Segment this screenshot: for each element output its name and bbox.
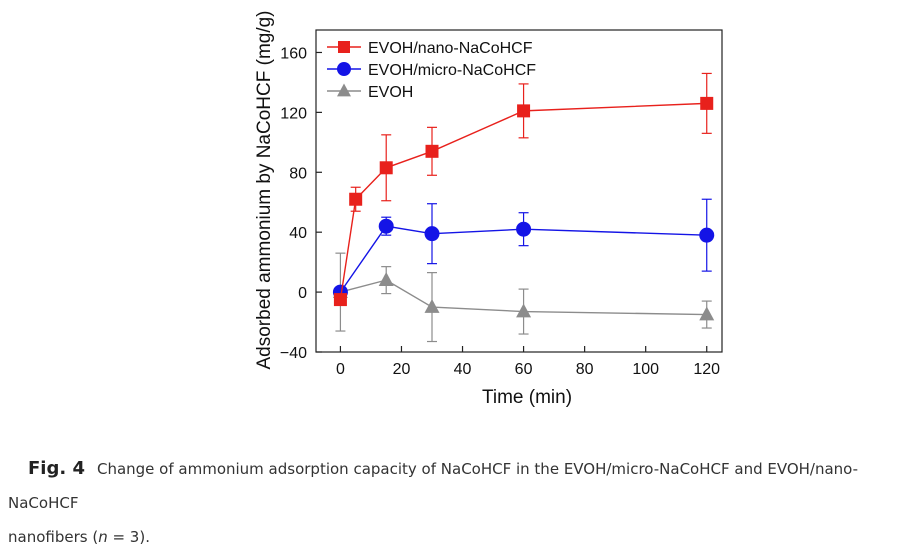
x-tick-label: 120 bbox=[693, 361, 720, 378]
figure-caption: Fig. 4 Change of ammonium adsorption capa… bbox=[8, 452, 908, 554]
series-circle bbox=[332, 198, 715, 300]
data-point bbox=[378, 272, 394, 286]
chart: 0 20 40 60 80 100 120 −40 0 40 80 120 160 EVOH/nano-… bbox=[254, 10, 723, 408]
series-line bbox=[339, 102, 707, 300]
series-square bbox=[333, 72, 714, 307]
y-tick-label: 160 bbox=[280, 45, 307, 62]
data-point bbox=[424, 299, 440, 313]
caption-line2: nanofibers (n = 3). bbox=[8, 520, 908, 554]
data-point bbox=[517, 104, 531, 118]
x-tick-label: 80 bbox=[576, 361, 594, 378]
y-tick-label: 0 bbox=[298, 285, 307, 302]
y-tick-label: −40 bbox=[280, 345, 307, 362]
y-tick-label: 40 bbox=[289, 225, 307, 242]
data-point bbox=[378, 218, 394, 234]
legend: EVOH/nano-NaCoHCF EVOH/micro-NaCoHCF EVOH bbox=[327, 40, 536, 101]
figure-label: Fig. 4 bbox=[28, 458, 85, 479]
data-point bbox=[425, 144, 439, 158]
axes: 0 20 40 60 80 100 120 −40 0 40 80 120 160 bbox=[280, 29, 723, 378]
legend-label: EVOH/micro-NaCoHCF bbox=[368, 62, 536, 79]
data-point bbox=[333, 293, 347, 307]
data-point bbox=[700, 96, 714, 110]
data-point bbox=[699, 227, 715, 243]
x-axis-label: Time (min) bbox=[482, 387, 572, 408]
x-tick-label: 40 bbox=[454, 361, 472, 378]
caption-text-line2-suffix: = 3). bbox=[107, 528, 150, 546]
caption-text-line2-prefix: nanofibers ( bbox=[8, 528, 99, 546]
x-tick-label: 20 bbox=[393, 361, 411, 378]
x-tick-label: 100 bbox=[632, 361, 659, 378]
legend-label: EVOH bbox=[368, 84, 413, 101]
data-point bbox=[379, 161, 393, 175]
y-tick-label: 120 bbox=[280, 105, 307, 122]
legend-label: EVOH/nano-NaCoHCF bbox=[368, 40, 533, 57]
data-point bbox=[349, 192, 363, 206]
plot-frame bbox=[315, 29, 723, 353]
legend-marker bbox=[337, 62, 351, 76]
legend-marker bbox=[337, 83, 351, 97]
data-point bbox=[516, 221, 532, 237]
data-point bbox=[424, 226, 440, 242]
caption-text-line1: Change of ammonium adsorption capacity o… bbox=[8, 460, 859, 512]
legend-marker bbox=[338, 41, 350, 53]
data-point bbox=[516, 303, 532, 318]
x-tick-label: 60 bbox=[515, 361, 533, 378]
caption-n-symbol: n bbox=[98, 528, 108, 546]
y-axis-label: Adsorbed ammonium by NaCoHCF (mg/g) bbox=[254, 10, 275, 369]
x-tick-label: 0 bbox=[336, 361, 345, 378]
series-triangle bbox=[332, 252, 715, 343]
y-tick-label: 80 bbox=[289, 165, 307, 182]
data-point bbox=[699, 306, 715, 321]
series-layer bbox=[332, 72, 715, 343]
